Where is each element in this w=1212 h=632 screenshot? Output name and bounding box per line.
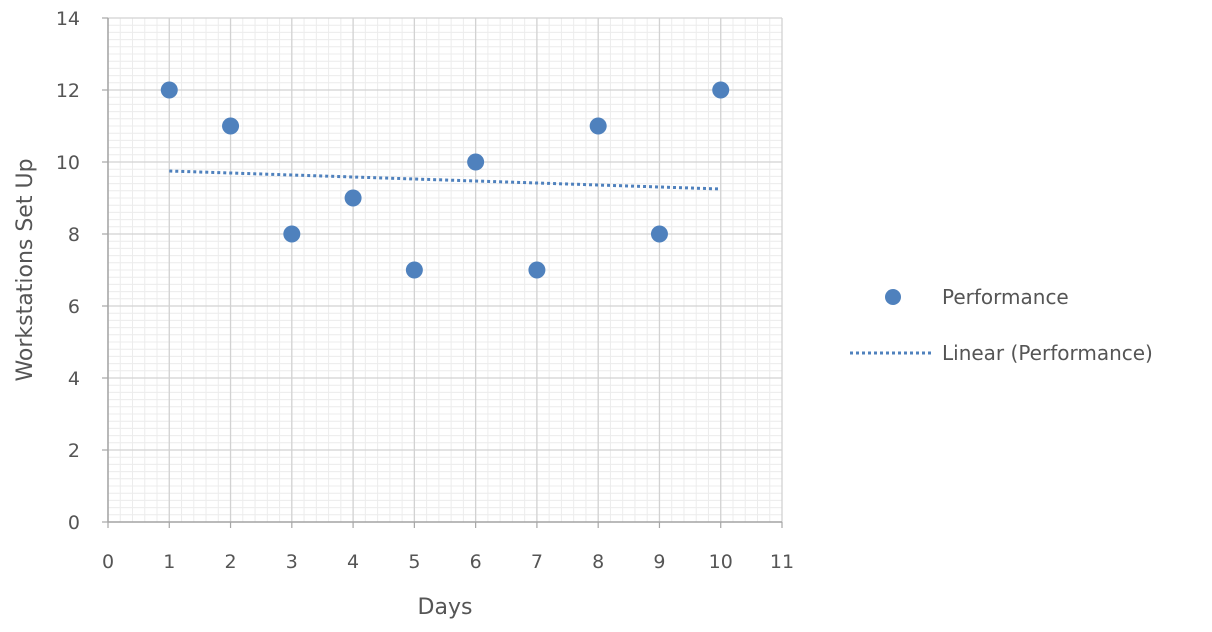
data-point <box>467 153 485 171</box>
y-tick-label: 2 <box>68 440 80 462</box>
x-tick-label: 4 <box>347 551 359 573</box>
x-tick-label: 6 <box>470 551 482 573</box>
trendline-layer <box>169 169 721 191</box>
x-tick-label: 1 <box>163 551 175 573</box>
x-tick-label: 10 <box>709 551 733 573</box>
data-point <box>712 81 730 99</box>
y-tick-label: 4 <box>68 368 80 390</box>
axes <box>102 17 783 528</box>
x-tick-label: 3 <box>286 551 298 573</box>
data-point <box>283 225 301 243</box>
y-tick-label: 6 <box>68 296 80 318</box>
x-tick-label: 8 <box>592 551 604 573</box>
y-tick-label: 8 <box>68 224 80 246</box>
data-point <box>405 261 423 279</box>
x-axis-title: Days <box>418 595 473 620</box>
data-point <box>650 225 668 243</box>
trendline-linear-performance <box>169 169 721 191</box>
minor-gridlines <box>107 17 783 523</box>
y-tick-label: 12 <box>56 80 80 102</box>
y-tick-label: 0 <box>68 512 80 534</box>
data-point <box>589 117 607 135</box>
x-tick-labels: 0 1 2 3 4 5 6 7 8 9 10 11 <box>102 551 794 573</box>
legend-label-performance: Performance <box>942 285 1069 309</box>
data-point <box>222 117 240 135</box>
x-tick-label: 5 <box>408 551 420 573</box>
x-tick-label: 9 <box>653 551 665 573</box>
x-tick-label: 2 <box>224 551 236 573</box>
x-tick-label: 11 <box>770 551 794 573</box>
data-point <box>160 81 178 99</box>
legend-label-linear-performance: Linear (Performance) <box>942 341 1153 365</box>
data-points <box>160 81 730 279</box>
y-tick-label: 10 <box>56 152 80 174</box>
data-point <box>528 261 546 279</box>
x-tick-label: 7 <box>531 551 543 573</box>
y-axis-title: Workstations Set Up <box>13 158 38 381</box>
y-tick-label: 14 <box>56 8 80 30</box>
x-tick-label: 0 <box>102 551 114 573</box>
legend: Performance Linear (Performance) <box>850 285 1153 365</box>
data-point <box>344 189 362 207</box>
y-tick-labels: 0 2 4 6 8 10 12 14 <box>56 8 80 534</box>
legend-marker-performance <box>885 289 901 305</box>
